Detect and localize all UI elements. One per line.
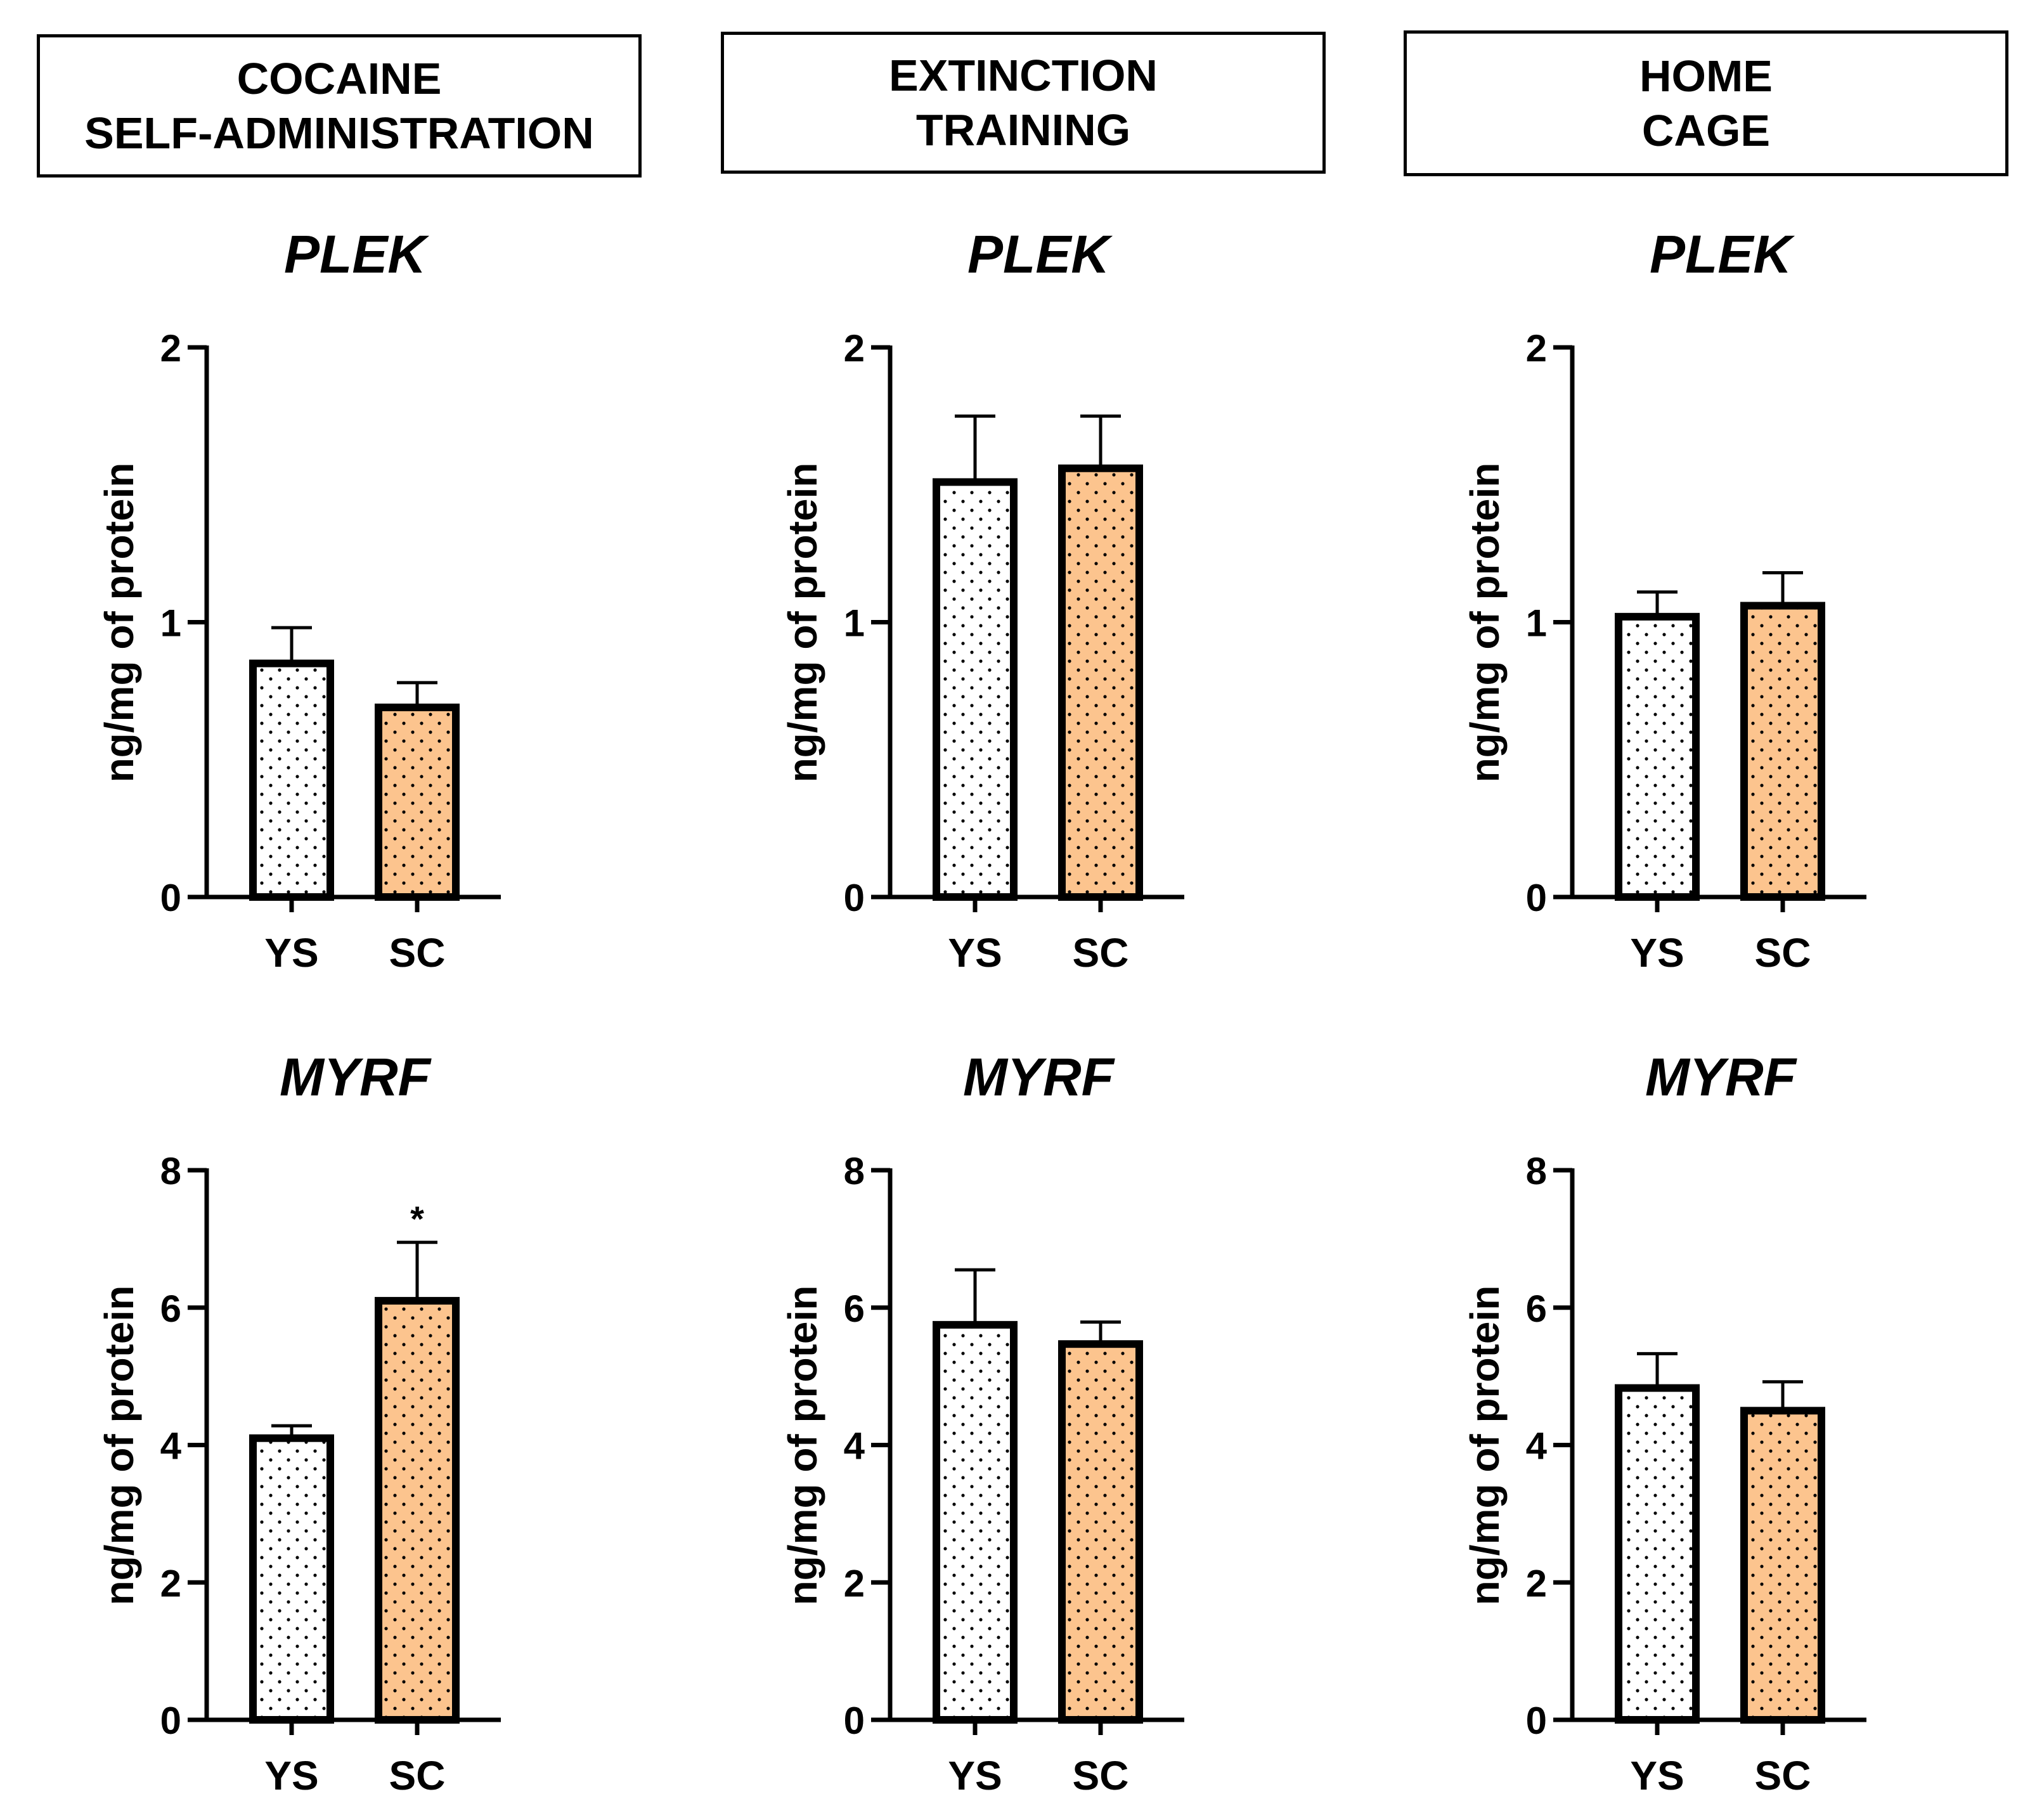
y-tick-label: 4 xyxy=(160,1425,182,1468)
y-tick-label: 8 xyxy=(160,1150,181,1192)
y-tick-label: 2 xyxy=(1526,327,1547,370)
y-axis-label: ng/mg of protein xyxy=(96,463,142,783)
y-tick-label: 2 xyxy=(844,327,865,370)
bar-ys xyxy=(249,659,334,901)
bar-chart-panel: MYRF ng/mg of protein 0 2 4 6 8 YS SC xyxy=(780,1047,1184,1798)
bar-chart-panel: PLEK ng/mg of protein 0 1 2 YS SC xyxy=(1462,224,1866,976)
y-tick-label: 2 xyxy=(160,1562,181,1604)
y-axis-label: ng/mg of protein xyxy=(1462,463,1508,783)
y-tick-label: 6 xyxy=(160,1288,181,1330)
y-tick-label: 1 xyxy=(160,602,181,645)
bar-ys xyxy=(933,478,1018,901)
chart-title: PLEK xyxy=(1650,224,1795,284)
bar-ys xyxy=(1615,1384,1700,1724)
y-tick-label: 8 xyxy=(844,1150,865,1192)
bar-chart-panel: MYRF ng/mg of protein 0 2 4 6 8 YS SC xyxy=(1462,1047,1866,1798)
bar-ys xyxy=(249,1434,334,1724)
y-tick-label: 0 xyxy=(844,1700,865,1742)
y-tick-label: 6 xyxy=(1526,1288,1547,1330)
bar-chart-panel: MYRF ng/mg of protein 0 2 4 6 8 YS SC * xyxy=(96,1047,501,1798)
y-axis-label: ng/mg of protein xyxy=(96,1286,142,1606)
y-axis-label: ng/mg of protein xyxy=(1462,1286,1508,1606)
column-header-line-1: HOME xyxy=(1639,51,1773,101)
x-tick-label: SC xyxy=(1755,1753,1811,1798)
x-tick-label: SC xyxy=(389,930,446,976)
chart-title: PLEK xyxy=(967,224,1113,284)
x-tick-label: SC xyxy=(1755,930,1811,976)
y-axis-label: ng/mg of protein xyxy=(780,463,825,783)
y-tick-label: 0 xyxy=(1526,1700,1547,1742)
bar-sc xyxy=(1058,1340,1143,1724)
y-tick-label: 0 xyxy=(160,877,181,919)
column-header-extinction-training: EXTINCTION TRAINING xyxy=(721,32,1326,174)
bar-sc xyxy=(1740,1407,1825,1724)
bar-ys xyxy=(1615,612,1700,901)
y-tick-label: 1 xyxy=(1526,602,1547,645)
bar-sc xyxy=(375,1296,460,1724)
column-header-line-1: COCAINE xyxy=(236,54,442,103)
bar-ys xyxy=(933,1320,1018,1724)
bar-chart-panel: PLEK ng/mg of protein 0 1 2 YS SC xyxy=(96,224,501,976)
y-tick-label: 0 xyxy=(844,877,865,919)
x-tick-label: YS xyxy=(948,1753,1002,1798)
x-tick-label: YS xyxy=(264,930,318,976)
column-header-line-2: SELF-ADMINISTRATION xyxy=(84,108,594,158)
x-tick-label: SC xyxy=(389,1753,446,1798)
column-header-home-cage: HOME CAGE xyxy=(1404,30,2008,176)
y-tick-label: 2 xyxy=(1526,1562,1547,1604)
x-tick-label: YS xyxy=(948,930,1002,976)
y-tick-label: 2 xyxy=(844,1562,865,1604)
y-tick-label: 2 xyxy=(160,327,181,370)
x-tick-label: YS xyxy=(264,1753,318,1798)
bar-sc xyxy=(1740,602,1825,901)
chart-title: MYRF xyxy=(1645,1047,1798,1107)
significance-annotation: * xyxy=(410,1199,424,1239)
bar-chart-panel: PLEK ng/mg of protein 0 1 2 YS SC xyxy=(780,224,1184,976)
column-header-line-1: EXTINCTION xyxy=(889,51,1158,100)
chart-title: PLEK xyxy=(284,224,429,284)
column-header-line-2: CAGE xyxy=(1641,106,1771,155)
chart-title: MYRF xyxy=(963,1047,1116,1107)
x-tick-label: YS xyxy=(1630,930,1684,976)
y-tick-label: 6 xyxy=(844,1288,865,1330)
bar-sc xyxy=(375,703,460,901)
x-tick-label: YS xyxy=(1630,1753,1684,1798)
y-axis-label: ng/mg of protein xyxy=(780,1286,825,1606)
y-tick-label: 0 xyxy=(160,1700,181,1742)
chart-title: MYRF xyxy=(280,1047,432,1107)
bar-sc xyxy=(1058,464,1143,901)
y-tick-label: 1 xyxy=(844,602,865,645)
y-tick-label: 0 xyxy=(1526,877,1547,919)
column-header-line-2: TRAINING xyxy=(915,105,1131,155)
y-tick-label: 8 xyxy=(1526,1150,1547,1192)
y-tick-label: 4 xyxy=(844,1425,865,1468)
x-tick-label: SC xyxy=(1073,1753,1129,1798)
x-tick-label: SC xyxy=(1073,930,1129,976)
column-header-cocaine-self-administration: COCAINE SELF-ADMINISTRATION xyxy=(37,34,642,177)
y-tick-label: 4 xyxy=(1526,1425,1548,1468)
